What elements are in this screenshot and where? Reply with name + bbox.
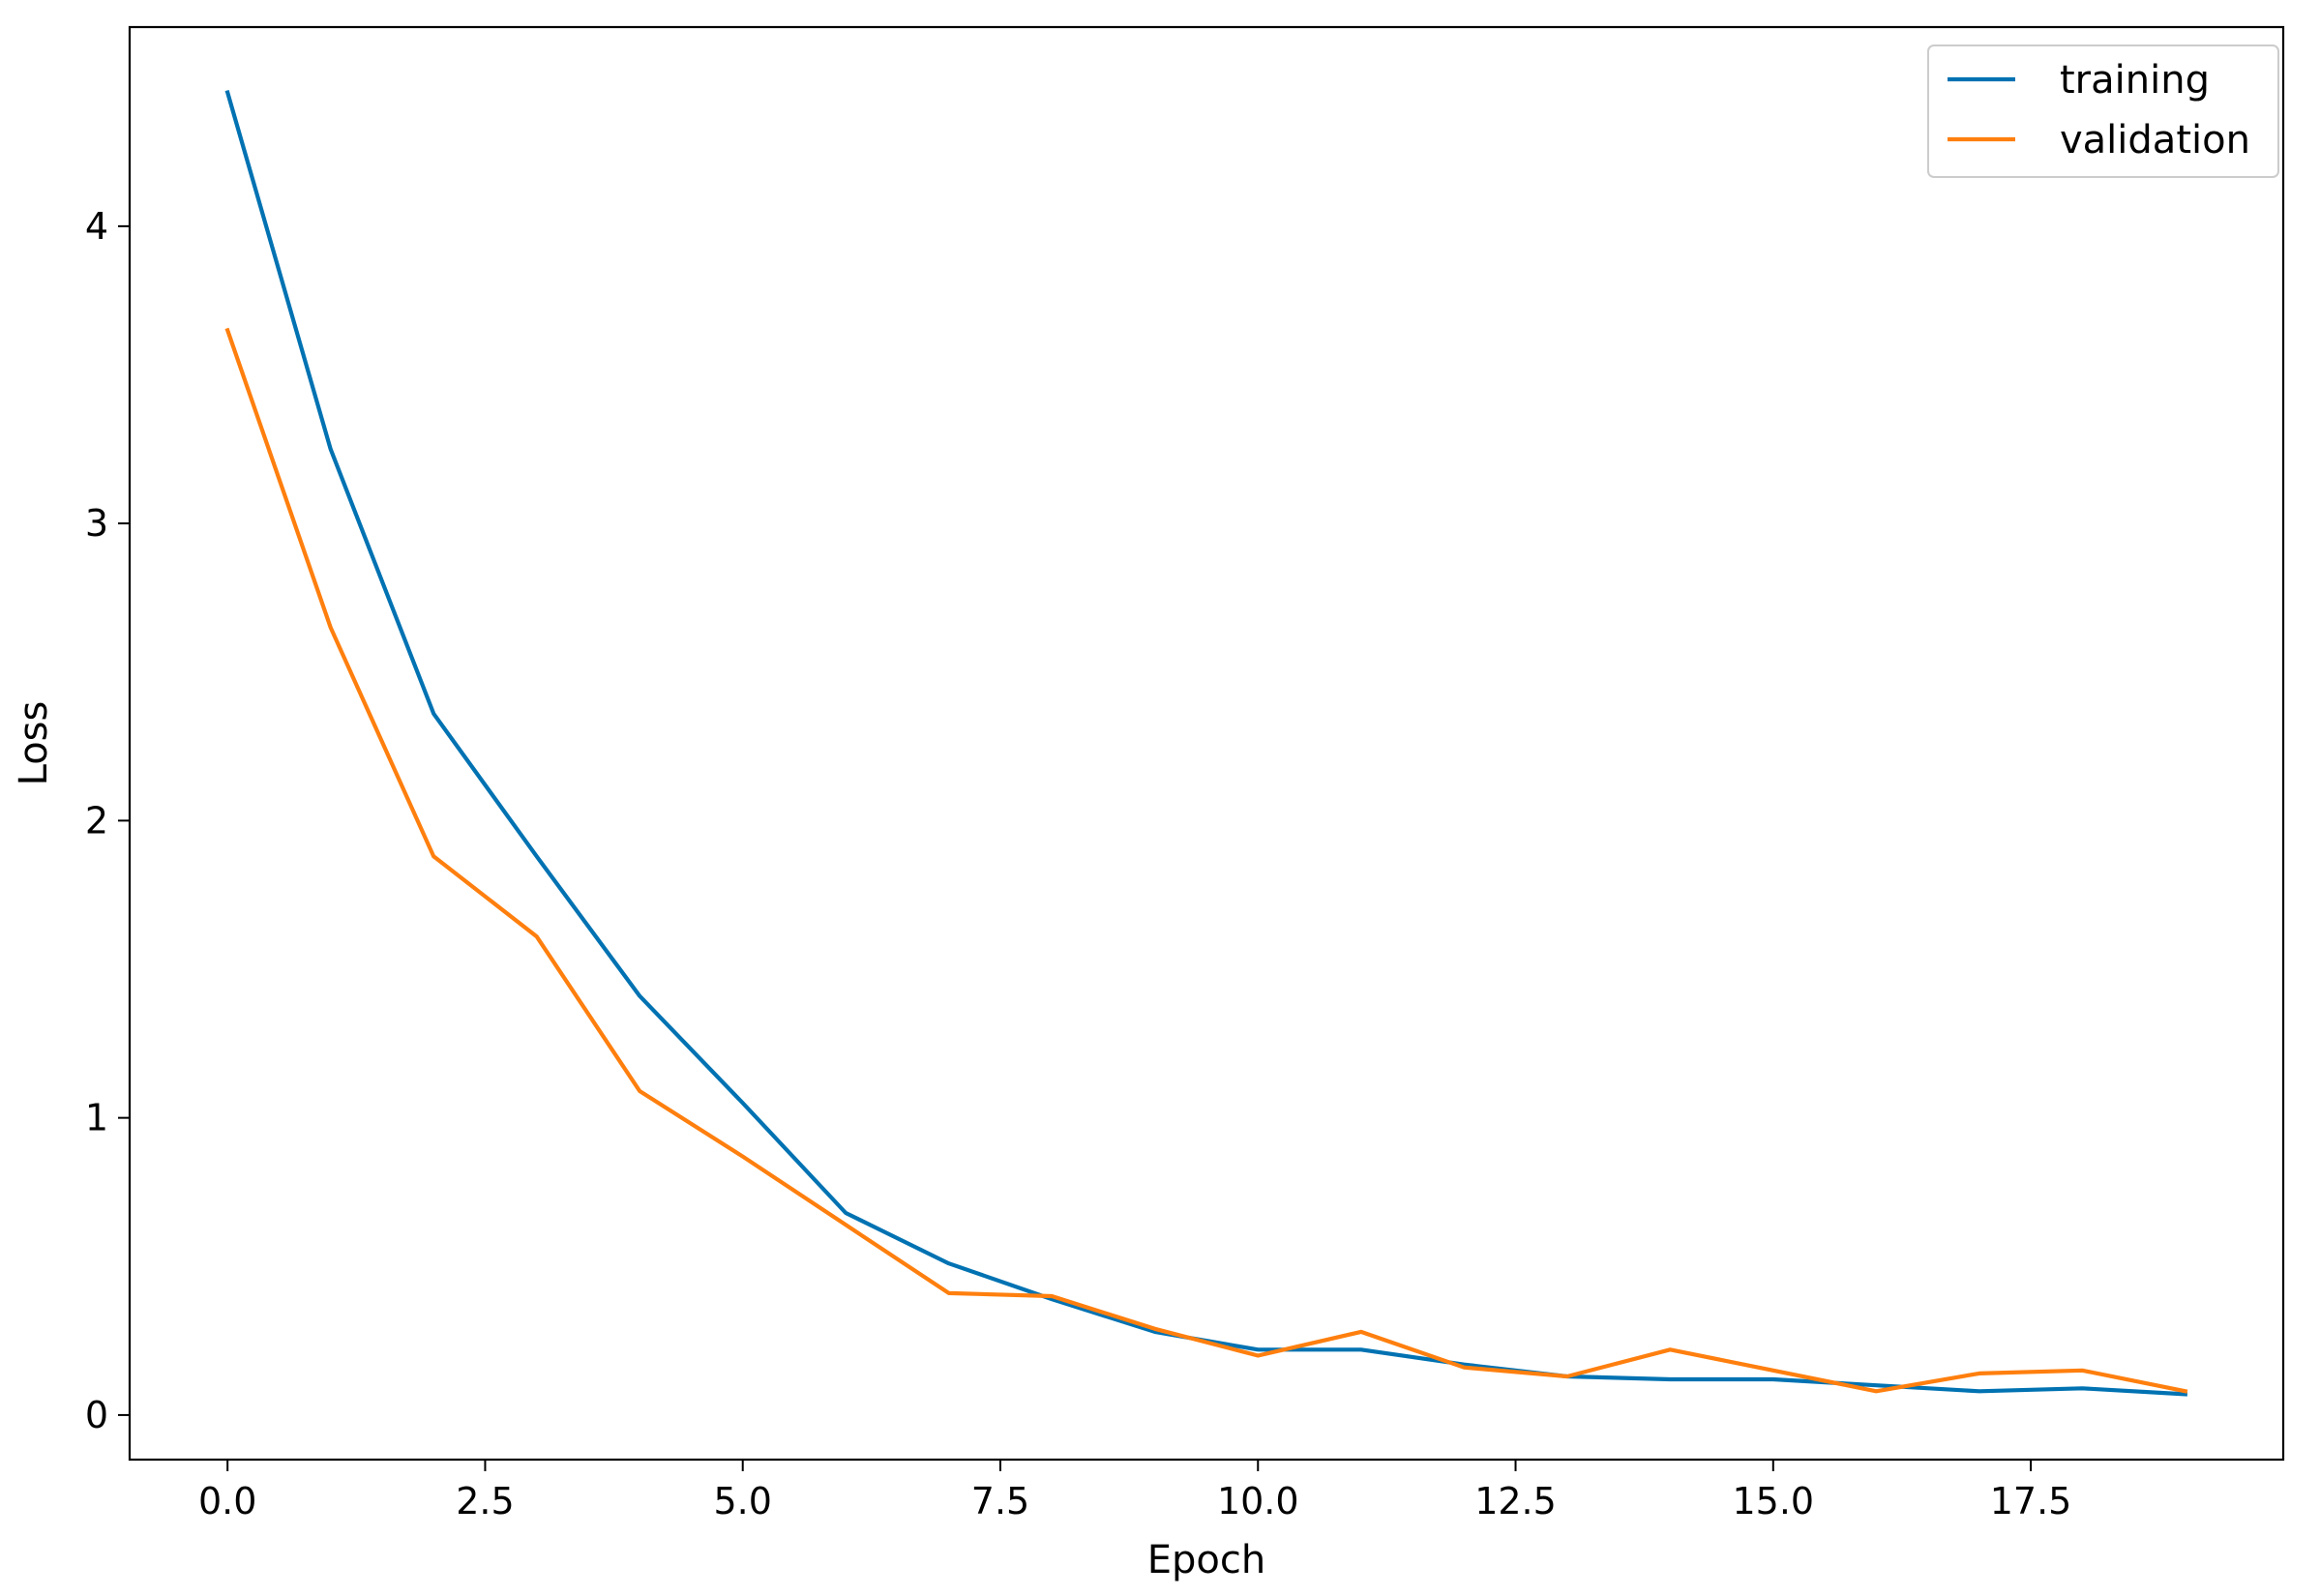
y-axis-label: Loss xyxy=(12,701,56,786)
legend-label-training: training xyxy=(2060,58,2210,103)
x-tick-label: 15.0 xyxy=(1732,1480,1814,1522)
x-tick-label: 7.5 xyxy=(971,1480,1029,1522)
legend: training validation xyxy=(1927,44,2279,178)
y-tick-label: 2 xyxy=(85,799,108,842)
x-tick-label: 0.0 xyxy=(198,1480,256,1522)
x-tick-label: 12.5 xyxy=(1474,1480,1557,1522)
plot-frame xyxy=(128,25,2285,1462)
x-tick-label: 5.0 xyxy=(713,1480,771,1522)
x-tick-label: 10.0 xyxy=(1217,1480,1299,1522)
series-layer xyxy=(224,89,2188,1397)
y-tick-label: 4 xyxy=(85,205,108,248)
x-axis-label: Epoch xyxy=(1147,1538,1265,1582)
x-tick-label: 17.5 xyxy=(1990,1480,2072,1522)
y-tick-label: 3 xyxy=(85,502,108,545)
series-line-validation xyxy=(224,327,2188,1394)
legend-label-validation: validation xyxy=(2060,118,2250,163)
y-tick-label: 1 xyxy=(85,1097,108,1139)
x-axis-ticks: 0.0 2.5 5.0 7.5 10.0 12.5 15.0 17.5 xyxy=(198,1460,2071,1522)
y-axis-ticks: 0 1 2 3 4 xyxy=(85,205,130,1436)
x-tick-label: 2.5 xyxy=(456,1480,514,1522)
y-tick-label: 0 xyxy=(85,1394,108,1436)
legend-box xyxy=(1927,44,2279,178)
